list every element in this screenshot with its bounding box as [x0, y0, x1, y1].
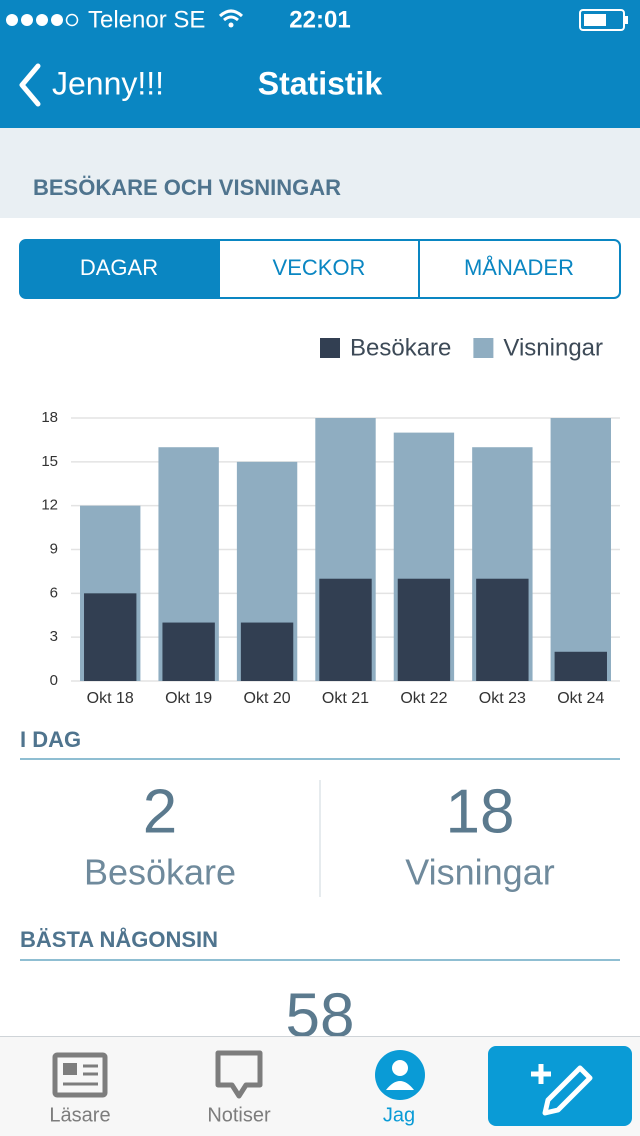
me-icon-head	[392, 1060, 408, 1076]
legend-label: Besökare	[350, 334, 451, 361]
today-title: I DAG	[20, 727, 81, 752]
clock: 22:01	[289, 6, 350, 33]
x-tick-label: Okt 21	[322, 690, 369, 707]
best-title: BÄSTA NÅGONSIN	[20, 926, 218, 952]
x-tick-label: Okt 23	[479, 690, 526, 707]
nav-title: Statistik	[258, 65, 383, 101]
legend-label: Visningar	[503, 334, 603, 361]
bar	[550, 418, 611, 681]
write-icon	[531, 1064, 593, 1116]
notifications-icon[interactable]	[215, 1050, 263, 1099]
y-tick-label: 12	[41, 497, 58, 514]
y-tick-label: 15	[41, 453, 58, 470]
bar	[162, 622, 215, 681]
segment-selected[interactable]	[20, 240, 219, 298]
section-bg	[0, 128, 640, 218]
bar	[319, 578, 372, 681]
reader-icon[interactable]	[52, 1052, 108, 1098]
tab-label[interactable]: Jag	[383, 1104, 415, 1126]
tab-label[interactable]: Läsare	[49, 1104, 110, 1126]
battery-level	[584, 14, 606, 26]
y-tick-label: 6	[50, 584, 58, 601]
battery-tip	[625, 16, 628, 24]
bar	[554, 651, 607, 681]
bar	[240, 622, 294, 681]
segment[interactable]: DAGAR	[80, 255, 158, 280]
bar	[84, 593, 137, 681]
chart: Besökare Visningar 0 3 6 9 12 15 18 Okt 18 Okt 19 O…	[41, 334, 620, 707]
segment[interactable]: VECKOR	[273, 255, 366, 280]
y-tick-label: 3	[50, 628, 58, 645]
y-tick-label: 0	[50, 672, 58, 689]
section-title: BESÖKARE OCH VISNINGAR	[33, 175, 341, 200]
back-label[interactable]: Jenny!!!	[52, 65, 164, 101]
wifi-dot	[228, 22, 234, 28]
carrier: Telenor SE	[88, 6, 205, 33]
y-tick-label: 18	[41, 409, 58, 426]
header	[0, 0, 640, 128]
x-tick-label: Okt 22	[400, 690, 447, 707]
signal	[6, 13, 79, 27]
legend-swatch	[473, 338, 494, 358]
y-tick-label: 9	[50, 540, 58, 557]
bar	[397, 578, 451, 681]
stat-label: Visningar	[405, 852, 554, 893]
legend-swatch	[320, 338, 340, 358]
me-icon-body	[386, 1081, 414, 1090]
battery	[579, 9, 625, 31]
segment[interactable]: MÅNADER	[464, 255, 574, 280]
bar	[476, 578, 529, 681]
x-tick-label: Okt 20	[244, 690, 291, 707]
tab-label[interactable]: Notiser	[207, 1104, 271, 1126]
x-tick-label: Okt 24	[557, 690, 604, 707]
stat-label: Besökare	[84, 852, 236, 893]
stat-value: 18	[446, 777, 515, 846]
wifi	[218, 9, 244, 22]
back-chevron[interactable]	[19, 63, 41, 107]
stat-value: 2	[143, 777, 177, 846]
x-tick-label: Okt 18	[87, 690, 134, 707]
x-tick-label: Okt 19	[165, 690, 212, 707]
